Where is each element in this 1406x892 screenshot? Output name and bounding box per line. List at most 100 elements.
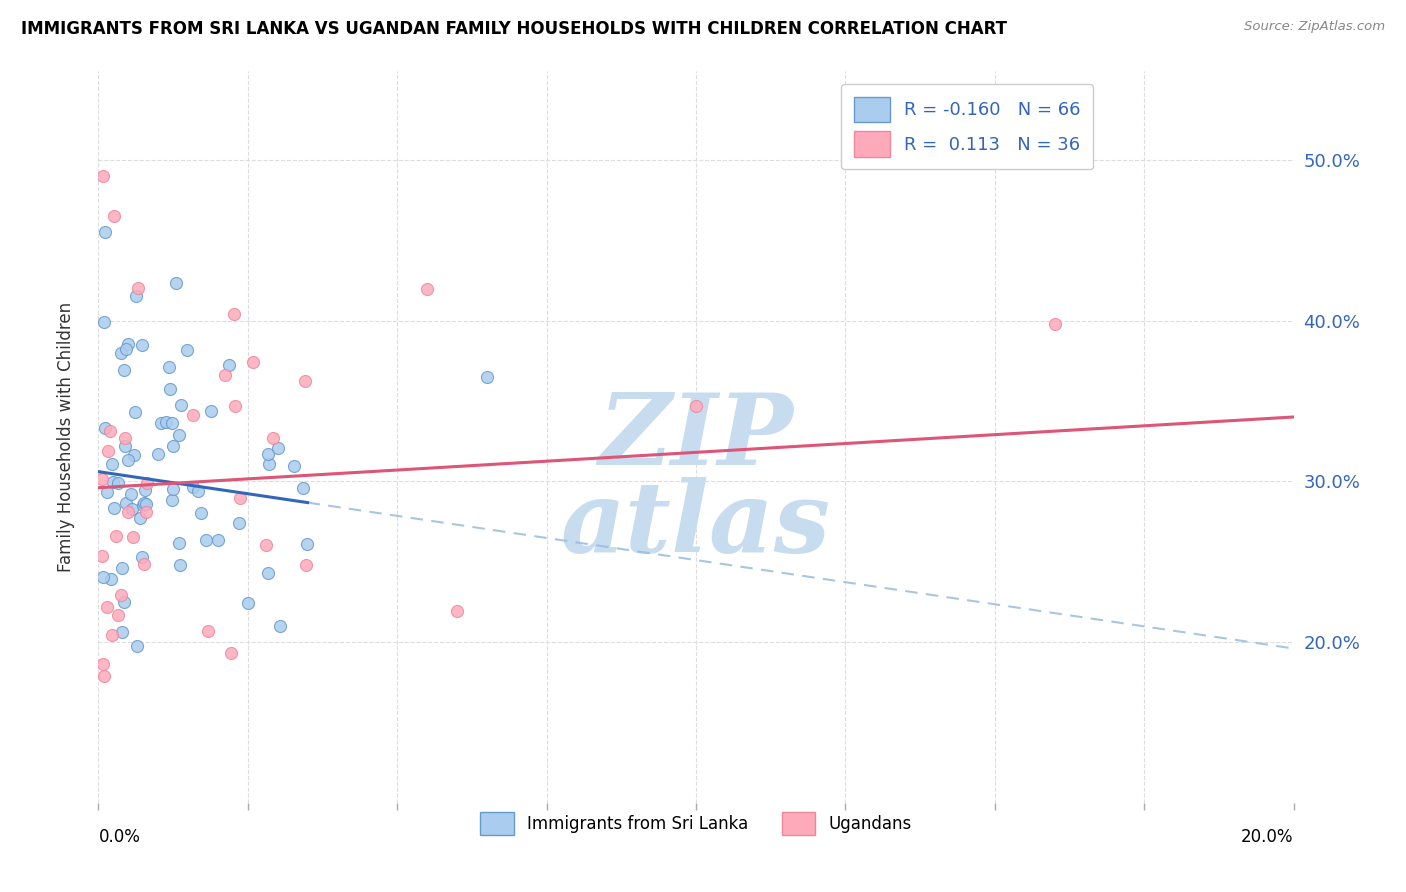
- Point: [291, 481, 314, 495]
- Point: [236, 596, 259, 610]
- Point: [207, 533, 229, 547]
- Point: [136, 476, 159, 491]
- Point: [295, 537, 318, 551]
- Point: [93, 668, 115, 682]
- Point: [162, 439, 184, 453]
- Point: [294, 558, 316, 572]
- Point: [197, 624, 219, 639]
- Point: [115, 342, 138, 356]
- Point: [91, 169, 114, 183]
- Point: [685, 400, 707, 414]
- Point: [1043, 317, 1066, 331]
- Point: [91, 549, 114, 563]
- Point: [111, 561, 134, 575]
- Point: [135, 497, 157, 511]
- Point: [103, 209, 125, 223]
- Point: [93, 315, 115, 329]
- Point: [114, 496, 136, 510]
- Point: [294, 374, 316, 388]
- Point: [100, 572, 122, 586]
- Point: [162, 492, 184, 507]
- Point: [135, 505, 157, 519]
- Point: [103, 475, 125, 490]
- Text: atlas: atlas: [561, 476, 831, 573]
- Point: [183, 480, 205, 494]
- Point: [167, 428, 190, 442]
- Point: [93, 657, 115, 672]
- Point: [124, 405, 146, 419]
- Point: [267, 441, 290, 455]
- Point: [107, 476, 129, 491]
- Point: [121, 502, 143, 516]
- Point: [125, 289, 148, 303]
- Point: [214, 368, 236, 382]
- Point: [94, 225, 117, 239]
- Point: [149, 416, 172, 430]
- Point: [200, 404, 222, 418]
- Point: [187, 484, 209, 499]
- Point: [117, 453, 139, 467]
- Point: [256, 447, 278, 461]
- Point: [416, 282, 439, 296]
- Text: IMMIGRANTS FROM SRI LANKA VS UGANDAN FAMILY HOUSEHOLDS WITH CHILDREN CORRELATION: IMMIGRANTS FROM SRI LANKA VS UGANDAN FAM…: [21, 20, 1007, 37]
- Point: [93, 421, 115, 435]
- Point: [132, 498, 155, 512]
- Point: [103, 500, 125, 515]
- Point: [134, 483, 156, 498]
- Point: [90, 472, 112, 486]
- Point: [157, 360, 180, 375]
- Point: [446, 604, 468, 618]
- Point: [229, 491, 252, 505]
- Point: [162, 483, 184, 497]
- Point: [155, 416, 177, 430]
- Text: 0.0%: 0.0%: [98, 828, 141, 846]
- Point: [105, 529, 128, 543]
- Point: [97, 444, 120, 458]
- Point: [283, 458, 305, 473]
- Point: [127, 281, 149, 295]
- Point: [121, 530, 143, 544]
- Point: [117, 505, 139, 519]
- Point: [254, 538, 277, 552]
- Point: [475, 370, 498, 384]
- Point: [129, 511, 152, 525]
- Point: [111, 625, 134, 640]
- Point: [100, 457, 122, 471]
- Text: 20.0%: 20.0%: [1241, 828, 1294, 846]
- Point: [120, 486, 142, 500]
- Point: [96, 484, 118, 499]
- Point: [110, 345, 132, 359]
- Point: [131, 338, 153, 352]
- Point: [114, 431, 136, 445]
- Point: [269, 619, 291, 633]
- Point: [101, 628, 124, 642]
- Point: [262, 431, 284, 445]
- Point: [170, 398, 193, 412]
- Point: [110, 588, 132, 602]
- Point: [169, 558, 191, 573]
- Text: ZIP: ZIP: [599, 389, 793, 485]
- Point: [122, 448, 145, 462]
- Point: [132, 496, 155, 510]
- Point: [117, 336, 139, 351]
- Point: [257, 457, 280, 471]
- Point: [98, 424, 122, 438]
- Point: [224, 307, 246, 321]
- Point: [91, 569, 114, 583]
- Point: [242, 355, 264, 369]
- Point: [195, 533, 218, 547]
- Point: [176, 343, 198, 357]
- Point: [114, 439, 136, 453]
- Point: [148, 447, 170, 461]
- Point: [107, 608, 129, 623]
- Point: [257, 566, 280, 581]
- Point: [160, 416, 183, 430]
- Point: [112, 363, 135, 377]
- Y-axis label: Family Households with Children: Family Households with Children: [56, 302, 75, 572]
- Point: [218, 358, 240, 372]
- Point: [190, 507, 212, 521]
- Point: [127, 639, 149, 653]
- Text: Source: ZipAtlas.com: Source: ZipAtlas.com: [1244, 20, 1385, 33]
- Point: [167, 536, 190, 550]
- Point: [96, 600, 118, 615]
